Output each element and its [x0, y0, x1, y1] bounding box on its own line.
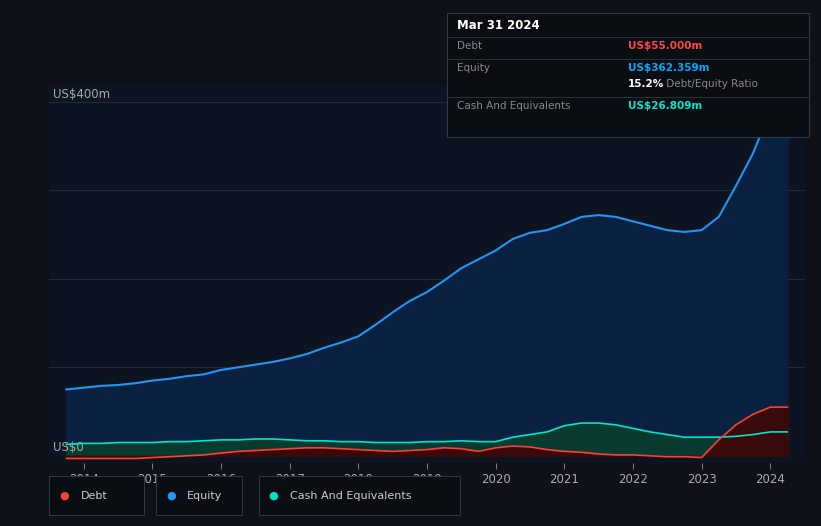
Text: Debt: Debt	[80, 491, 108, 501]
Text: Debt/Equity Ratio: Debt/Equity Ratio	[663, 79, 758, 89]
Text: US$26.809m: US$26.809m	[628, 101, 702, 111]
Text: Mar 31 2024: Mar 31 2024	[457, 19, 540, 33]
Text: ●: ●	[59, 491, 69, 501]
Text: Cash And Equivalents: Cash And Equivalents	[290, 491, 411, 501]
Text: Equity: Equity	[187, 491, 222, 501]
Text: ●: ●	[166, 491, 176, 501]
Text: ●: ●	[268, 491, 278, 501]
Text: Equity: Equity	[457, 63, 490, 73]
Text: US$400m: US$400m	[53, 88, 110, 101]
Text: 15.2%: 15.2%	[628, 79, 664, 89]
Text: US$55.000m: US$55.000m	[628, 41, 703, 51]
Text: Cash And Equivalents: Cash And Equivalents	[457, 101, 571, 111]
Text: US$0: US$0	[53, 441, 84, 454]
Text: Debt: Debt	[457, 41, 483, 51]
Text: US$362.359m: US$362.359m	[628, 63, 709, 73]
